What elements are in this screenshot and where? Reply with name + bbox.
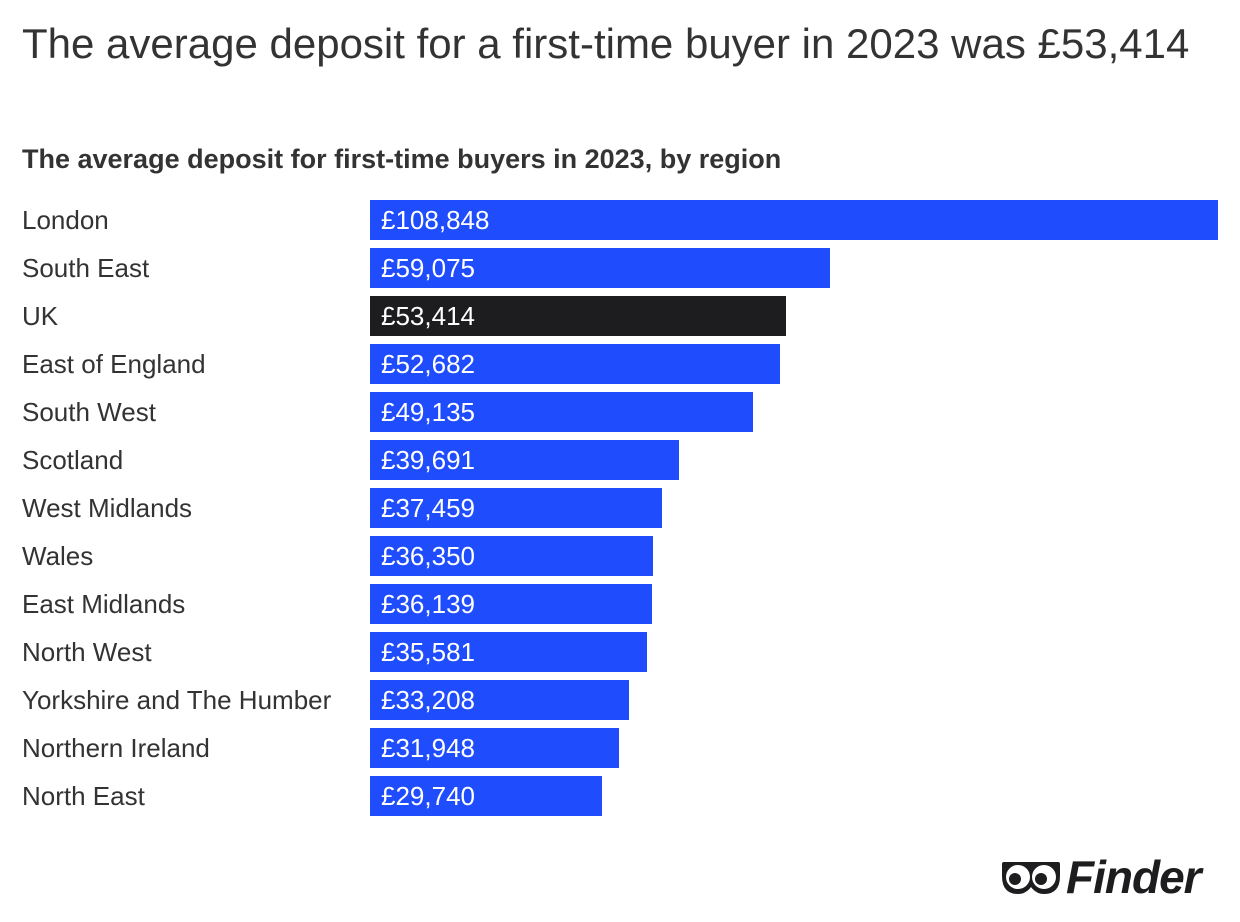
category-label: Wales [22,541,94,571]
category-label: North West [22,637,152,667]
category-label: West Midlands [22,493,193,523]
bar-row: East Midlands £36,139 [0,584,1240,624]
bar-row: South East £59,075 [0,248,1240,288]
bar-value-label: £33,208 [381,685,475,715]
category-label: Yorkshire and The Humber [22,685,332,715]
bar: £108,848 [370,200,1218,240]
bar-value-label: £29,740 [381,781,475,811]
category-label: South West [22,397,156,427]
bar-value-label: £36,350 [381,541,475,571]
finder-logo: Finder [1000,852,1222,902]
bar-row: West Midlands £37,459 [0,488,1240,528]
category-label: East of England [22,349,206,379]
bar-row: Yorkshire and The Humber £33,208 [0,680,1240,720]
bar-value-label: £108,848 [381,205,490,235]
page-title: The average deposit for a first-time buy… [22,20,1190,67]
category-label: East Midlands [22,589,186,619]
bar-row: Scotland £39,691 [0,440,1240,480]
bar-value-label: £39,691 [381,445,475,475]
category-label: Scotland [22,445,124,475]
bar-value-label: £37,459 [381,493,475,523]
bar-value-label: £49,135 [381,397,475,427]
bar-value-label: £53,414 [381,301,475,331]
bar-row: Northern Ireland £31,948 [0,728,1240,768]
bar-row: South West £49,135 [0,392,1240,432]
bar: £52,682 [370,344,780,384]
bar-value-label: £36,139 [381,589,475,619]
category-label: Northern Ireland [22,733,210,763]
bar-value-label: £31,948 [381,733,475,763]
bar: £59,075 [370,248,830,288]
bar-value-label: £52,682 [381,349,475,379]
bar: £36,139 [370,584,652,624]
bar-row: London £108,848 [0,200,1240,240]
category-label: North East [22,781,145,811]
bar: £53,414 [370,296,786,336]
bar: £29,740 [370,776,602,816]
bar-value-label: £59,075 [381,253,475,283]
bar-row: UK £53,414 [0,296,1240,336]
bar: £37,459 [370,488,662,528]
bar: £36,350 [370,536,653,576]
category-label: UK [22,301,59,331]
bar: £49,135 [370,392,753,432]
bar-row: North West £35,581 [0,632,1240,672]
bar: £35,581 [370,632,647,672]
bar-row: North East £29,740 [0,776,1240,816]
bar: £31,948 [370,728,619,768]
bar-row: Wales £36,350 [0,536,1240,576]
bar: £33,208 [370,680,629,720]
category-label: South East [22,253,150,283]
brand-name: Finder [1066,851,1202,903]
bar-row: East of England £52,682 [0,344,1240,384]
eyes-icon [1002,862,1060,894]
chart-title: The average deposit for first-time buyer… [22,144,782,174]
bar-value-label: £35,581 [381,637,475,667]
bar-chart: London £108,848 South East £59,075 UK £53,414… [0,200,1240,820]
bar: £39,691 [370,440,679,480]
category-label: London [22,205,109,235]
